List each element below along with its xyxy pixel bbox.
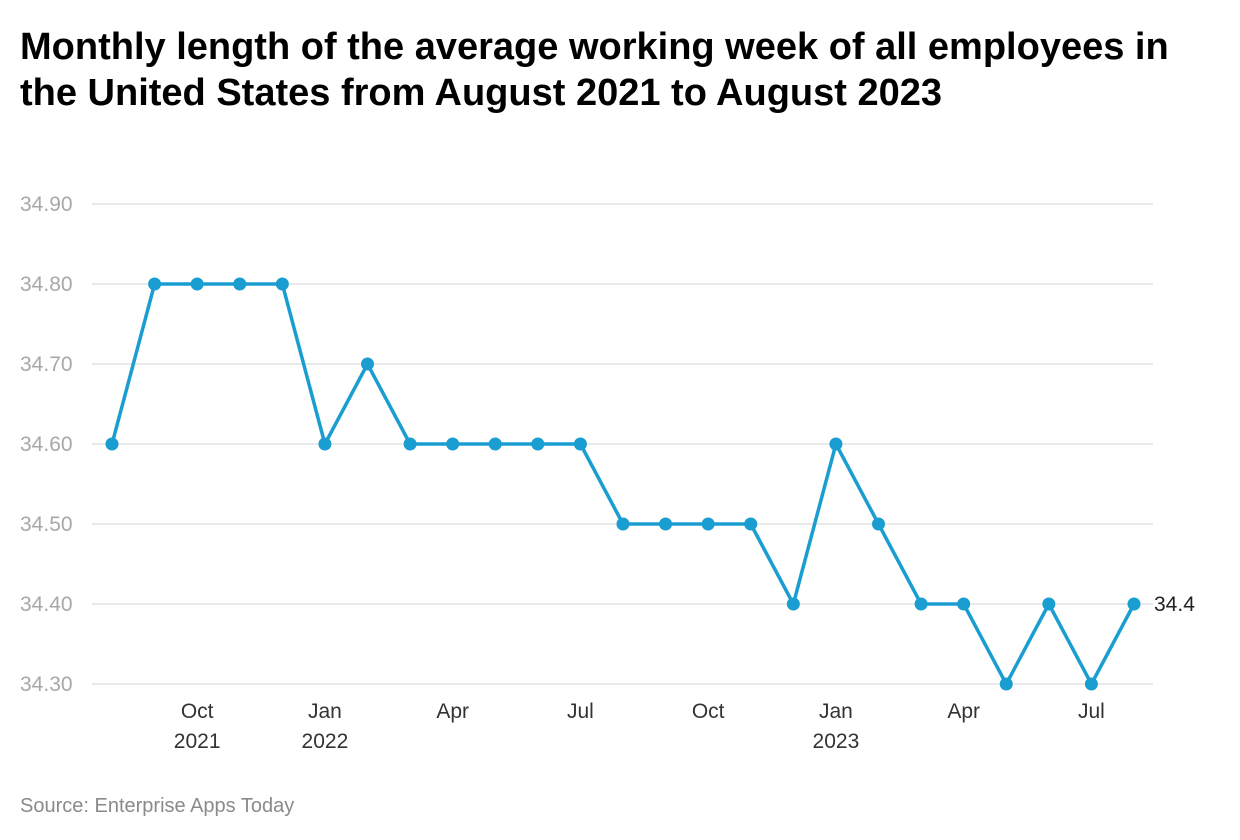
data-point <box>616 517 630 531</box>
data-point <box>1042 597 1056 611</box>
data-point <box>531 437 545 451</box>
x-tick-label: Apr <box>947 700 980 723</box>
y-tick-label: 34.30 <box>20 673 73 696</box>
data-point <box>872 517 885 531</box>
y-tick-label: 34.50 <box>20 513 73 536</box>
data-point <box>786 597 800 611</box>
data-point <box>446 437 460 451</box>
x-tick-label: Jan <box>819 700 853 723</box>
source-note: Source: Enterprise Apps Today <box>20 795 295 817</box>
data-point <box>1084 677 1098 691</box>
x-tick-label: Apr <box>436 700 469 723</box>
y-tick-label: 34.90 <box>20 193 73 216</box>
data-point <box>659 517 673 531</box>
x-tick-label: Jul <box>1078 700 1105 723</box>
x-tick-label: Oct <box>692 700 725 723</box>
data-point <box>1127 597 1141 611</box>
series-line <box>110 282 1136 686</box>
y-tick-label: 34.70 <box>20 353 73 376</box>
data-point <box>275 277 289 291</box>
x-tick-sublabel: 2021 <box>174 730 221 753</box>
data-point <box>105 437 119 451</box>
data-point <box>233 277 247 291</box>
data-point <box>829 437 843 451</box>
y-tick-label: 34.40 <box>20 593 73 616</box>
x-tick-label: Jan <box>308 700 342 723</box>
data-point <box>488 437 502 451</box>
data-point <box>573 437 587 451</box>
y-tick-label: 34.80 <box>20 273 73 296</box>
data-point <box>361 357 374 371</box>
data-point <box>403 437 417 451</box>
data-point <box>148 277 162 291</box>
chart-title: Monthly length of the average working we… <box>20 26 1169 114</box>
x-tick-sublabel: 2022 <box>302 730 349 753</box>
data-point <box>744 517 758 531</box>
data-point <box>999 677 1013 691</box>
data-point <box>914 597 928 611</box>
x-tick-sublabel: 2023 <box>813 730 860 753</box>
data-point <box>957 597 971 611</box>
end-value-label: 34.4 <box>1154 593 1195 616</box>
y-tick-label: 34.60 <box>20 433 73 456</box>
x-tick-label: Jul <box>567 700 594 723</box>
data-point <box>190 277 204 291</box>
data-point <box>701 517 715 531</box>
data-point <box>318 437 332 451</box>
x-tick-label: Oct <box>181 700 214 723</box>
